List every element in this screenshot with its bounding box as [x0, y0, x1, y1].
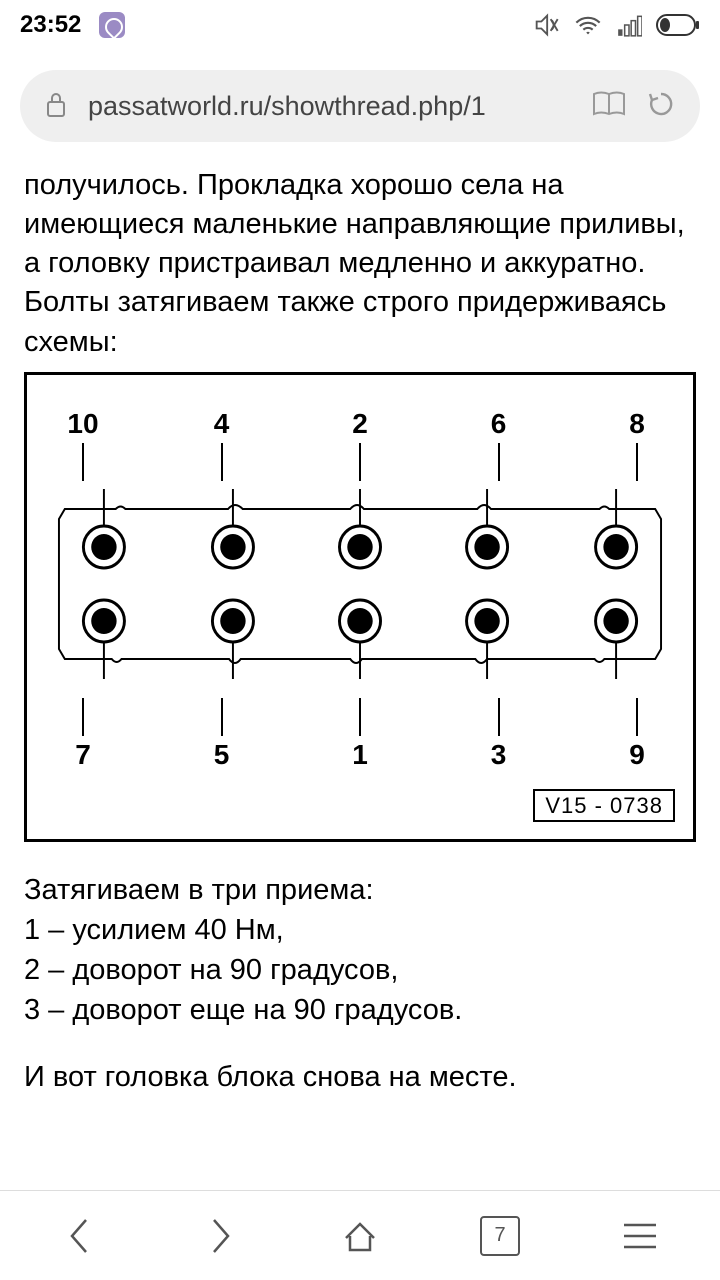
bolt-label: 4: [214, 405, 230, 443]
forward-button[interactable]: [170, 1206, 270, 1266]
wifi-icon: [574, 11, 602, 39]
status-right: [532, 11, 700, 39]
tabs-button[interactable]: 7: [450, 1206, 550, 1266]
reload-icon[interactable]: [646, 89, 676, 124]
url-bar[interactable]: passatworld.ru/showthread.php/1: [20, 70, 700, 142]
bolt-label: 7: [75, 736, 91, 774]
signal-icon: [616, 12, 642, 38]
status-bar: 23:52: [0, 0, 720, 50]
menu-button[interactable]: [590, 1206, 690, 1266]
final-paragraph: И вот головка блока снова на месте.: [24, 1058, 696, 1097]
gasket-outline: [57, 489, 663, 690]
top-labels-row: 10 4 2 6 8: [45, 405, 675, 481]
bolt-diagram: 10 4 2 6 8: [24, 372, 696, 842]
url-text: passatworld.ru/showthread.php/1: [88, 91, 572, 122]
bolt-label: 3: [491, 736, 507, 774]
steps-block: Затягиваем в три приема: 1 – усилием 40 …: [24, 870, 696, 1030]
page-content: получилось. Прокладка хорошо села на име…: [0, 166, 720, 1190]
bolt-label: 9: [629, 736, 645, 774]
status-left: 23:52: [20, 11, 125, 39]
bolt-label: 8: [629, 405, 645, 443]
bolt-label: 1: [352, 736, 368, 774]
battery-icon: [656, 14, 700, 36]
step-1: 1 – усилием 40 Нм,: [24, 910, 696, 950]
clock: 23:52: [20, 11, 81, 39]
mute-icon: [532, 11, 560, 39]
steps-title: Затягиваем в три приема:: [24, 870, 696, 910]
diagram-code: V15 - 0738: [45, 785, 675, 824]
back-button[interactable]: [30, 1206, 130, 1266]
url-bar-container: passatworld.ru/showthread.php/1: [0, 50, 720, 166]
viber-icon: [99, 12, 125, 38]
lock-icon: [44, 90, 68, 123]
step-3: 3 – доворот еще на 90 градусов.: [24, 990, 696, 1030]
bolt-label: 6: [491, 405, 507, 443]
bottom-labels-row: 7 5 1 3 9: [45, 698, 675, 774]
paragraph-1: получилось. Прокладка хорошо села на име…: [24, 166, 696, 362]
step-2: 2 – доворот на 90 градусов,: [24, 950, 696, 990]
bolt-label: 5: [214, 736, 230, 774]
browser-bottom-nav: 7: [0, 1190, 720, 1280]
bolt-label: 10: [67, 405, 98, 443]
reader-mode-icon[interactable]: [592, 90, 626, 123]
tabs-count: 7: [494, 1224, 505, 1247]
home-button[interactable]: [310, 1206, 410, 1266]
diagram-code-label: V15 - 0738: [533, 789, 675, 822]
bolt-label: 2: [352, 405, 368, 443]
